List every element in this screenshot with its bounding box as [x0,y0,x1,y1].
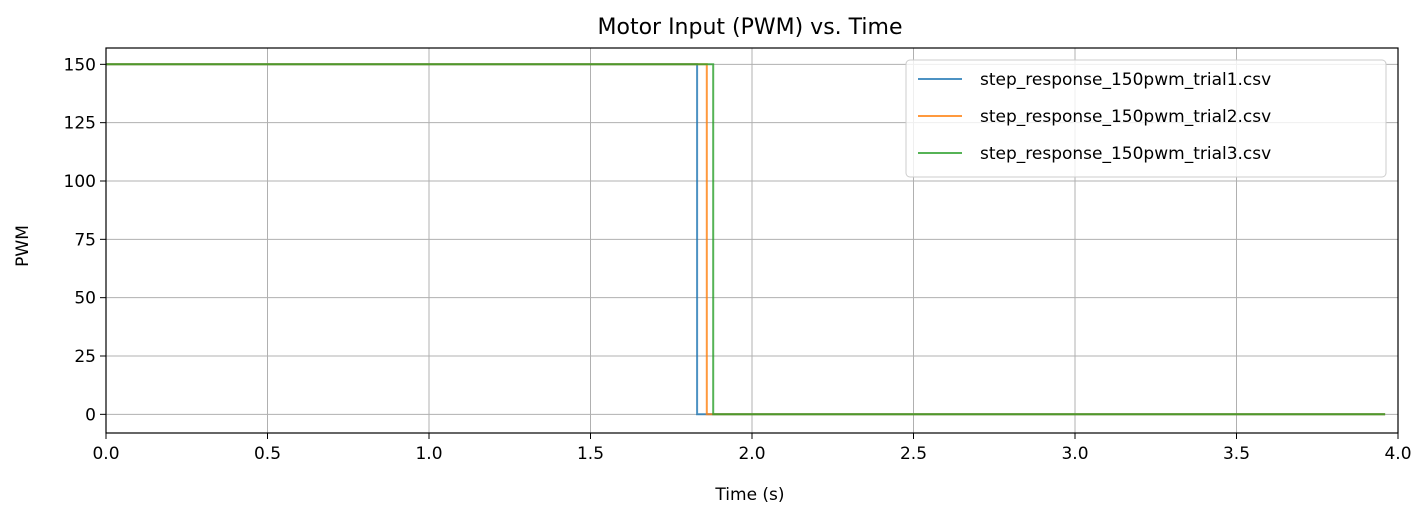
x-tick-label: 3.5 [1223,444,1250,464]
y-tick-label: 125 [64,114,96,134]
y-tick-label: 150 [64,55,96,75]
y-axis: 0 25 50 75 100 125 150 [64,55,106,425]
legend-label-trial1: step_response_150pwm_trial1.csv [980,70,1271,90]
x-axis: 0.0 0.5 1.0 1.5 2.0 2.5 3.0 3.5 4.0 [92,433,1412,464]
x-tick-label: 2.5 [900,444,927,464]
x-tick-label: 0.0 [92,444,119,464]
series-line-trial3 [106,63,1386,416]
series-group [106,63,1386,416]
x-tick-label: 0.5 [254,444,281,464]
x-tick-label: 3.0 [1061,444,1088,464]
y-tick-label: 100 [64,172,96,192]
y-axis-label: PWM [13,225,33,267]
x-tick-label: 1.5 [577,444,604,464]
legend-label-trial3: step_response_150pwm_trial3.csv [980,144,1271,164]
legend-label-trial2: step_response_150pwm_trial2.csv [980,107,1271,127]
y-tick-label: 75 [74,230,96,250]
x-tick-label: 1.0 [415,444,442,464]
x-tick-label: 2.0 [738,444,765,464]
chart-title: Motor Input (PWM) vs. Time [598,15,903,40]
y-tick-label: 25 [74,347,96,367]
legend-box [905,59,1387,178]
y-tick-label: 0 [85,405,96,425]
legend: step_response_150pwm_trial1.csv step_resp… [905,59,1387,178]
x-axis-label: Time (s) [714,485,784,505]
x-tick-label: 4.0 [1384,444,1411,464]
y-tick-label: 50 [74,289,96,309]
